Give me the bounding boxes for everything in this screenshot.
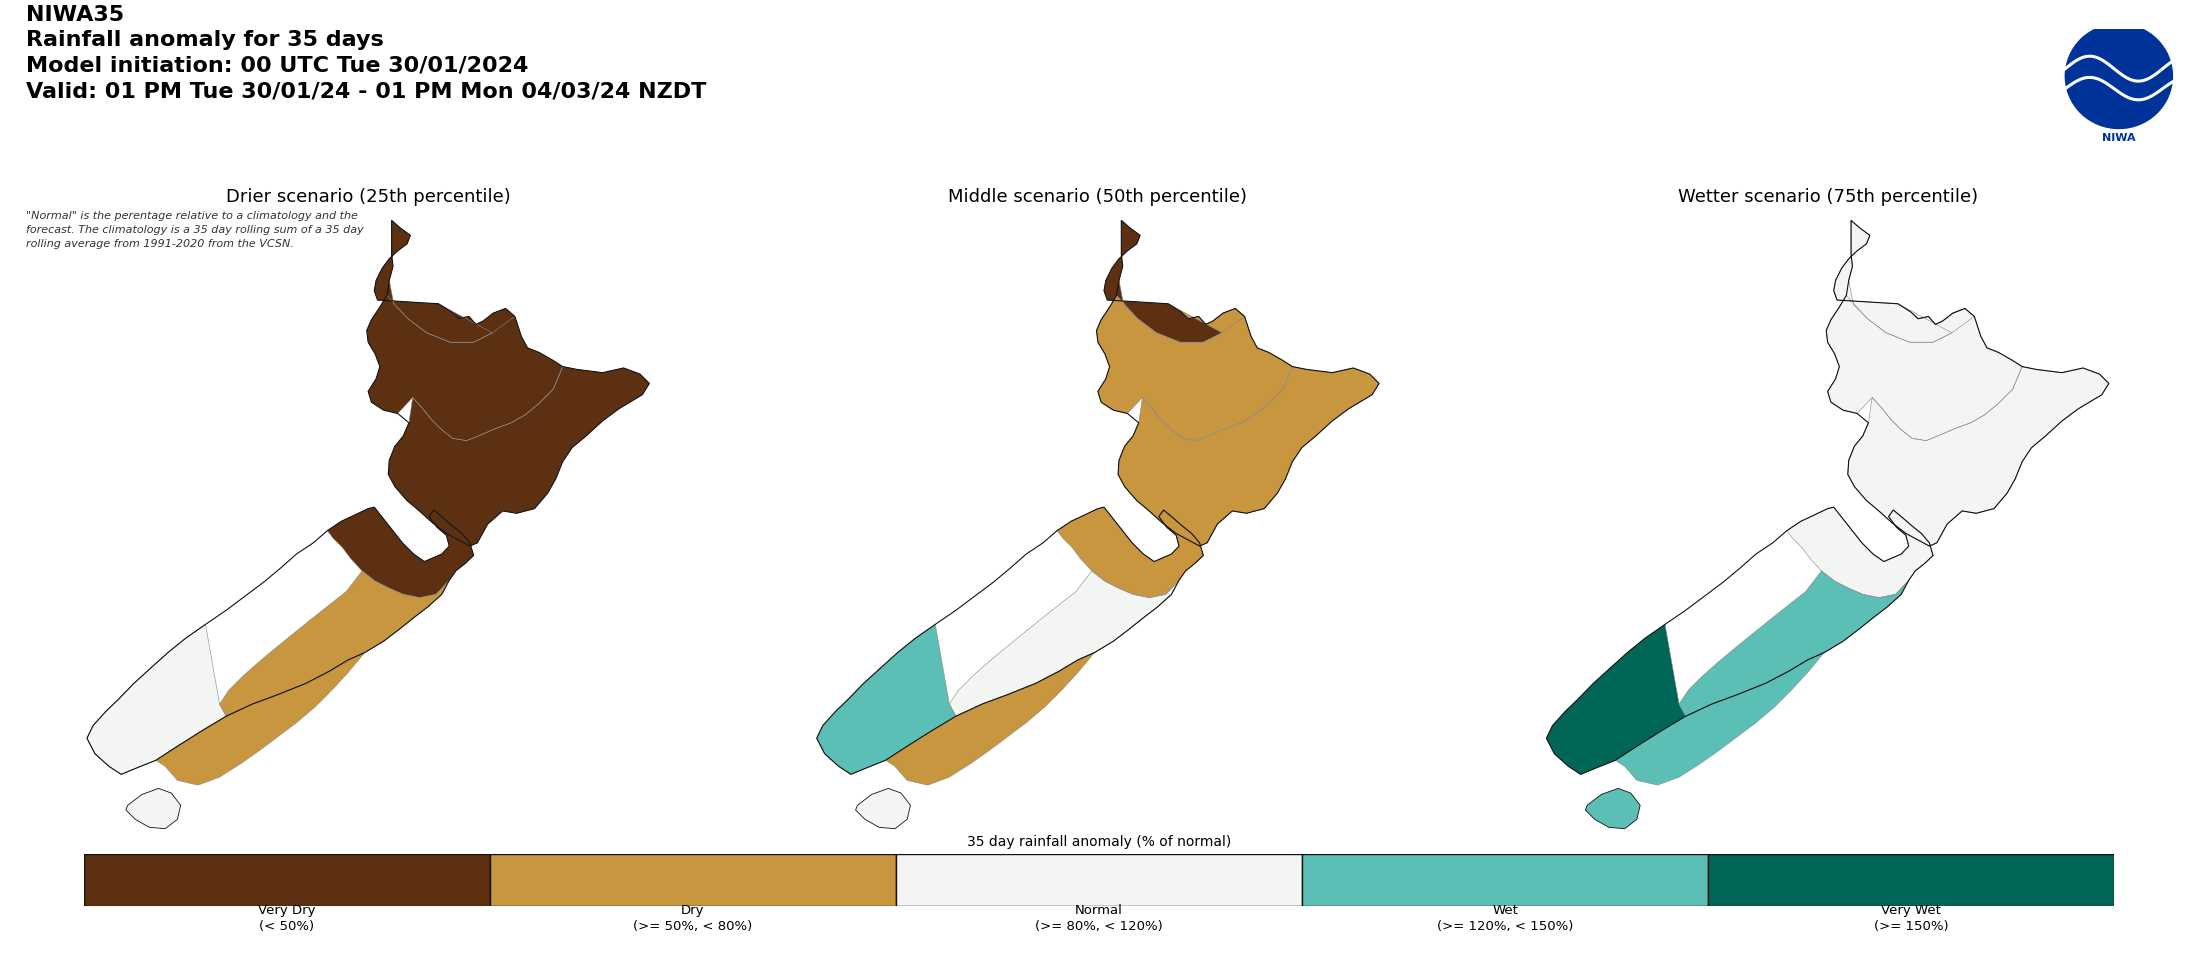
Text: Wet
(>= 120%, < 150%): Wet (>= 120%, < 150%) <box>1437 904 1574 933</box>
Polygon shape <box>328 507 473 597</box>
Polygon shape <box>1119 366 1378 546</box>
Text: Wetter scenario (75th percentile): Wetter scenario (75th percentile) <box>1677 188 1978 206</box>
Polygon shape <box>950 571 1178 716</box>
Text: Drier scenario (25th percentile): Drier scenario (25th percentile) <box>226 188 510 206</box>
Polygon shape <box>1787 507 1932 597</box>
Polygon shape <box>88 624 226 774</box>
Bar <box>1301 854 1708 906</box>
Polygon shape <box>1057 507 1202 597</box>
Text: "Normal" is the perentage relative to a climatology and the
forecast. The climat: "Normal" is the perentage relative to a … <box>26 211 365 249</box>
Polygon shape <box>1547 624 1686 774</box>
Polygon shape <box>886 652 1095 785</box>
Text: Dry
(>= 50%, < 80%): Dry (>= 50%, < 80%) <box>633 904 752 933</box>
Text: NIWA35
Rainfall anomaly for 35 days
Model initiation: 00 UTC Tue 30/01/2024
Vali: NIWA35 Rainfall anomaly for 35 days Mode… <box>26 5 708 102</box>
Text: Normal
(>= 80%, < 120%): Normal (>= 80%, < 120%) <box>1035 904 1163 933</box>
Bar <box>897 854 1301 906</box>
Polygon shape <box>156 652 365 785</box>
Polygon shape <box>855 788 910 829</box>
Bar <box>84 854 490 906</box>
Polygon shape <box>1585 788 1640 829</box>
Text: Very Wet
(>= 150%): Very Wet (>= 150%) <box>1875 904 1950 933</box>
Polygon shape <box>818 624 956 774</box>
Polygon shape <box>374 221 514 342</box>
Text: NIWA: NIWA <box>2101 133 2136 144</box>
Text: 35 day rainfall anomaly (% of normal): 35 day rainfall anomaly (% of normal) <box>967 834 1231 849</box>
Polygon shape <box>1103 221 1244 342</box>
Polygon shape <box>1679 571 1908 716</box>
Polygon shape <box>220 571 448 716</box>
Bar <box>1708 854 2114 906</box>
Circle shape <box>2066 24 2172 129</box>
Polygon shape <box>1849 366 2108 546</box>
Bar <box>490 854 897 906</box>
Polygon shape <box>1827 295 2022 440</box>
Text: Very Dry
(< 50%): Very Dry (< 50%) <box>257 904 314 933</box>
Polygon shape <box>125 788 180 829</box>
Polygon shape <box>367 295 563 440</box>
Text: Middle scenario (50th percentile): Middle scenario (50th percentile) <box>947 188 1248 206</box>
Polygon shape <box>1833 221 1974 342</box>
Polygon shape <box>389 366 648 546</box>
Polygon shape <box>1616 652 1824 785</box>
Polygon shape <box>1097 295 1292 440</box>
